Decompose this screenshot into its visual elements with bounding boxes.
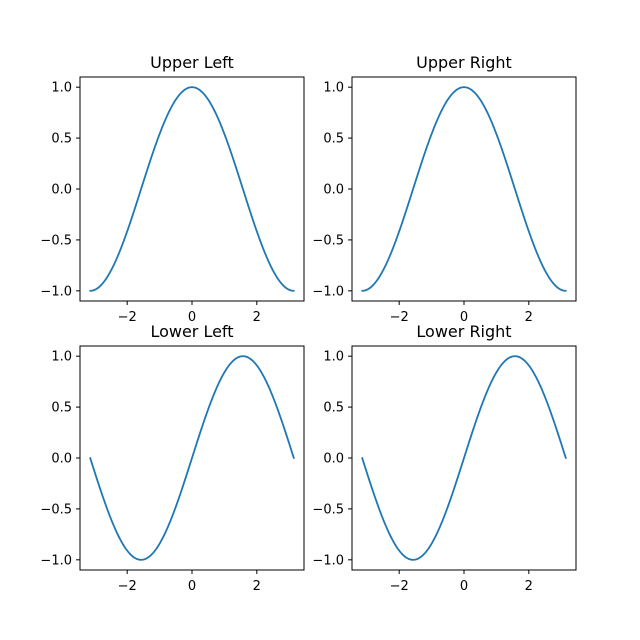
y-tick-label: −1.0 bbox=[40, 553, 72, 568]
subplot-title: Lower Left bbox=[150, 322, 233, 341]
y-tick-label: −0.5 bbox=[312, 233, 344, 248]
y-tick-label: −1.0 bbox=[312, 553, 344, 568]
x-tick-label: 2 bbox=[525, 579, 533, 594]
subplot-upper-right: Upper Right −2 0 2 −1.0 −0.5 0.0 0.5 1.0 bbox=[312, 53, 577, 325]
y-tick-label: 0.5 bbox=[51, 132, 72, 147]
y-tick-label: −0.5 bbox=[40, 502, 72, 517]
y-tick-label: 0.0 bbox=[323, 452, 344, 467]
x-tick-label: −2 bbox=[390, 579, 409, 594]
y-tick-label: 0.5 bbox=[323, 132, 344, 147]
x-tick-label: 2 bbox=[525, 310, 533, 325]
y-tick-label: 1.0 bbox=[51, 350, 72, 365]
subplot-lower-left: Lower Left −2 0 2 −1.0 −0.5 0.0 0.5 1.0 bbox=[40, 322, 305, 594]
y-tick-label: −1.0 bbox=[40, 284, 72, 299]
x-tick-label: 0 bbox=[188, 579, 196, 594]
subplot-title: Upper Left bbox=[150, 53, 234, 72]
x-tick-label: −2 bbox=[118, 579, 137, 594]
y-tick-label: 0.0 bbox=[51, 183, 72, 198]
x-tick-label: 0 bbox=[460, 579, 468, 594]
subplot-lower-right: Lower Right −2 0 2 −1.0 −0.5 0.0 0.5 1.0 bbox=[312, 322, 577, 594]
x-tick-label: 0 bbox=[188, 310, 196, 325]
subplot-title: Lower Right bbox=[416, 322, 511, 341]
y-tick-label: 0.5 bbox=[51, 401, 72, 416]
y-tick-label: 1.0 bbox=[51, 81, 72, 96]
subplot-title: Upper Right bbox=[416, 53, 512, 72]
x-tick-label: 0 bbox=[460, 310, 468, 325]
y-tick-label: 0.5 bbox=[323, 401, 344, 416]
y-tick-label: 1.0 bbox=[323, 350, 344, 365]
series-line bbox=[89, 86, 295, 292]
x-tick-label: −2 bbox=[118, 310, 137, 325]
y-tick-label: −0.5 bbox=[40, 233, 72, 248]
x-tick-label: 2 bbox=[253, 579, 261, 594]
y-tick-label: −1.0 bbox=[312, 284, 344, 299]
y-tick-label: 0.0 bbox=[51, 452, 72, 467]
y-tick-label: 0.0 bbox=[323, 183, 344, 198]
y-tick-label: −0.5 bbox=[312, 502, 344, 517]
series-line bbox=[89, 355, 295, 561]
subplot-upper-left: Upper Left −2 0 2 −1.0 −0.5 0.0 0.5 1.0 bbox=[40, 53, 305, 325]
x-tick-label: −2 bbox=[390, 310, 409, 325]
series-line bbox=[361, 355, 567, 561]
y-tick-label: 1.0 bbox=[323, 81, 344, 96]
x-tick-label: 2 bbox=[253, 310, 261, 325]
series-line bbox=[361, 86, 567, 292]
